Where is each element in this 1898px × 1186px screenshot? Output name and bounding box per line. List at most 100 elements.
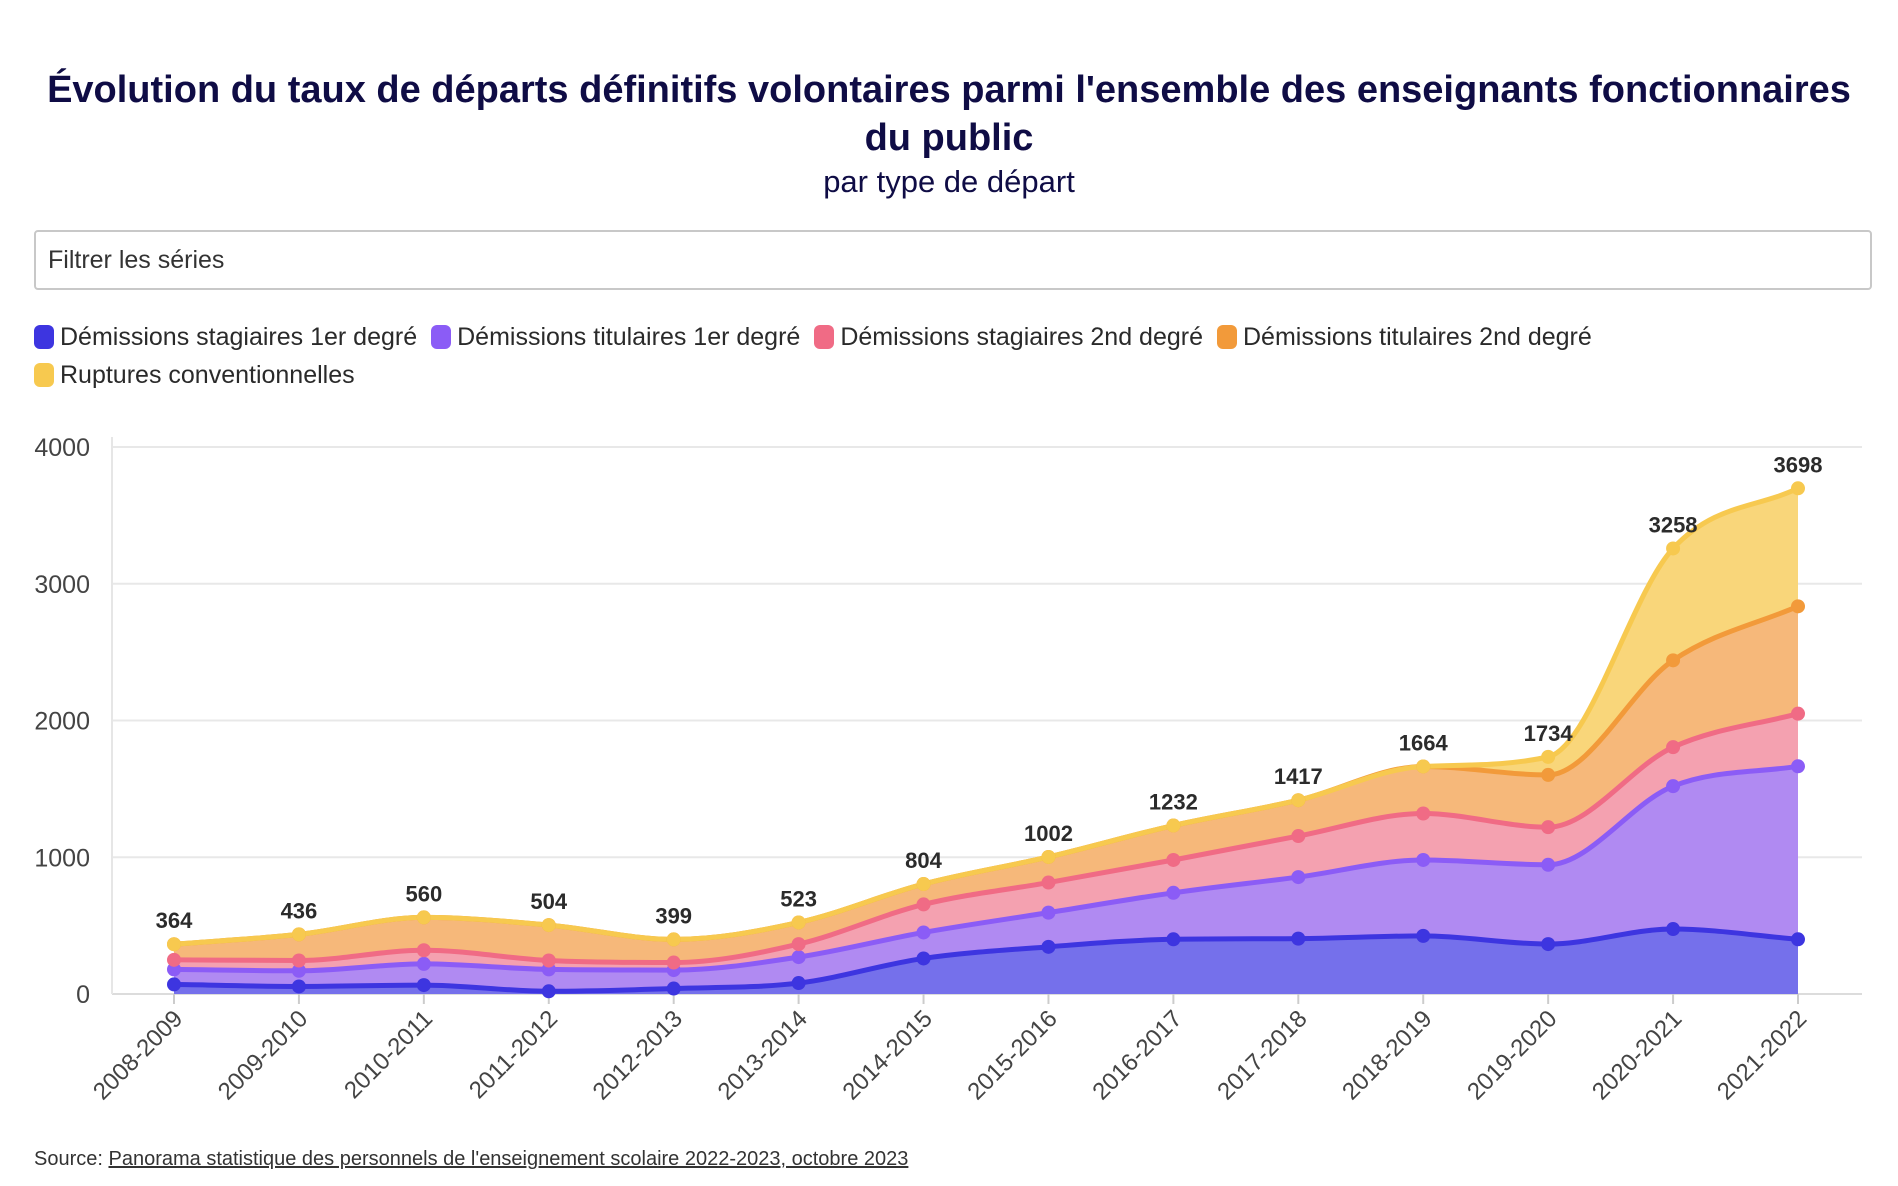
- point-ruptures-conventionnelles[interactable]: [1416, 759, 1431, 774]
- point-ruptures-conventionnelles[interactable]: [791, 915, 806, 930]
- point-ruptures-conventionnelles[interactable]: [1041, 849, 1056, 864]
- source-link[interactable]: Panorama statistique des personnels de l…: [108, 1148, 909, 1170]
- point-ruptures-conventionnelles[interactable]: [666, 932, 681, 947]
- legend-item-titulaires-1er-degre[interactable]: Démissions titulaires 1er degré: [431, 322, 800, 352]
- total-data-label: 560: [405, 881, 442, 906]
- legend-swatch-icon: [431, 325, 452, 349]
- total-data-label: 1734: [1524, 721, 1574, 746]
- legend-item-titulaires-2nd-degre[interactable]: Démissions titulaires 2nd degré: [1217, 322, 1592, 352]
- y-tick-label: 3000: [34, 571, 90, 599]
- chart-source: Source: Panorama statistique des personn…: [34, 1148, 908, 1171]
- point-stagiaires-1er-degre[interactable]: [1791, 932, 1805, 947]
- point-titulaires-1er-degre[interactable]: [416, 956, 431, 971]
- point-ruptures-conventionnelles[interactable]: [1666, 541, 1681, 556]
- point-titulaires-1er-degre[interactable]: [1791, 759, 1805, 774]
- point-stagiaires-2nd-degre[interactable]: [916, 897, 931, 912]
- legend-swatch-icon: [34, 363, 54, 387]
- total-data-label: 399: [655, 903, 692, 928]
- legend-label: Démissions stagiaires 1er degré: [60, 322, 418, 351]
- point-ruptures-conventionnelles[interactable]: [416, 910, 431, 925]
- legend-item-stagiaires-2nd-degre[interactable]: Démissions stagiaires 2nd degré: [814, 322, 1203, 352]
- point-stagiaires-1er-degre[interactable]: [916, 951, 931, 966]
- point-stagiaires-2nd-degre[interactable]: [167, 952, 181, 967]
- point-titulaires-1er-degre[interactable]: [1166, 885, 1181, 900]
- point-titulaires-2nd-degre[interactable]: [1791, 599, 1805, 614]
- x-tick-label: 2021-2022: [1712, 1005, 1812, 1105]
- point-stagiaires-2nd-degre[interactable]: [1041, 875, 1056, 890]
- point-ruptures-conventionnelles[interactable]: [916, 877, 931, 892]
- legend-swatch-icon: [1217, 325, 1237, 349]
- total-data-label: 523: [780, 886, 817, 911]
- point-titulaires-1er-degre[interactable]: [167, 962, 181, 977]
- point-stagiaires-2nd-degre[interactable]: [1166, 852, 1181, 867]
- point-ruptures-conventionnelles[interactable]: [541, 918, 556, 933]
- point-stagiaires-1er-degre[interactable]: [1666, 922, 1681, 937]
- point-titulaires-1er-degre[interactable]: [1541, 857, 1556, 872]
- total-data-label: 3258: [1649, 512, 1698, 537]
- point-stagiaires-2nd-degre[interactable]: [1666, 740, 1681, 755]
- point-stagiaires-1er-degre[interactable]: [1041, 939, 1056, 954]
- point-titulaires-1er-degre[interactable]: [1416, 852, 1431, 867]
- y-tick-label: 2000: [34, 708, 90, 736]
- point-stagiaires-2nd-degre[interactable]: [791, 937, 806, 952]
- point-ruptures-conventionnelles[interactable]: [167, 937, 181, 952]
- x-tick-label: 2017-2018: [1212, 1005, 1312, 1105]
- point-stagiaires-1er-degre[interactable]: [291, 979, 306, 994]
- x-tick-label: 2019-2020: [1462, 1005, 1562, 1105]
- point-ruptures-conventionnelles[interactable]: [1291, 793, 1306, 808]
- point-ruptures-conventionnelles[interactable]: [1166, 818, 1181, 833]
- point-titulaires-2nd-degre[interactable]: [1541, 767, 1556, 782]
- series-filter-box[interactable]: [34, 230, 1872, 290]
- point-stagiaires-2nd-degre[interactable]: [291, 953, 306, 968]
- y-tick-label: 4000: [34, 434, 90, 462]
- y-tick-label: 0: [76, 981, 90, 1009]
- point-stagiaires-1er-degre[interactable]: [791, 976, 806, 991]
- point-stagiaires-2nd-degre[interactable]: [1416, 806, 1431, 821]
- x-tick-label: 2008-2009: [88, 1005, 188, 1105]
- area-stagiaires-1er-degre: [174, 929, 1798, 994]
- chart-legend: Démissions stagiaires 1er degré Démissio…: [34, 322, 1734, 390]
- point-titulaires-1er-degre[interactable]: [791, 950, 806, 965]
- point-stagiaires-2nd-degre[interactable]: [541, 953, 556, 968]
- source-label: Source:: [34, 1148, 109, 1170]
- point-stagiaires-1er-degre[interactable]: [167, 977, 181, 992]
- legend-item-stagiaires-1er-degre[interactable]: Démissions stagiaires 1er degré: [34, 322, 417, 352]
- point-titulaires-1er-degre[interactable]: [916, 925, 931, 940]
- series-filter-input[interactable]: [36, 232, 1870, 288]
- point-ruptures-conventionnelles[interactable]: [291, 927, 306, 942]
- point-stagiaires-1er-degre[interactable]: [666, 981, 681, 996]
- point-stagiaires-2nd-degre[interactable]: [1541, 820, 1556, 835]
- total-data-label: 1664: [1399, 730, 1449, 755]
- point-titulaires-1er-degre[interactable]: [1666, 779, 1681, 794]
- point-stagiaires-1er-degre[interactable]: [541, 984, 556, 999]
- area-stagiaires-2nd-degre: [174, 713, 1798, 971]
- point-titulaires-1er-degre[interactable]: [291, 963, 306, 978]
- point-ruptures-conventionnelles[interactable]: [1791, 481, 1805, 496]
- point-stagiaires-1er-degre[interactable]: [1291, 931, 1306, 946]
- point-stagiaires-1er-degre[interactable]: [1541, 937, 1556, 952]
- point-stagiaires-2nd-degre[interactable]: [666, 955, 681, 970]
- total-data-label: 504: [530, 889, 567, 914]
- x-tick-label: 2018-2019: [1337, 1005, 1437, 1105]
- point-titulaires-2nd-degre[interactable]: [1666, 653, 1681, 668]
- point-stagiaires-2nd-degre[interactable]: [416, 943, 431, 958]
- x-tick-label: 2010-2011: [339, 1005, 438, 1104]
- point-titulaires-1er-degre[interactable]: [1041, 905, 1056, 920]
- line-ruptures-conventionnelles: [173, 486, 1800, 947]
- point-stagiaires-1er-degre[interactable]: [1166, 932, 1181, 947]
- point-stagiaires-1er-degre[interactable]: [416, 978, 431, 993]
- legend-item-ruptures-conventionnelles[interactable]: Ruptures conventionnelles: [34, 360, 355, 390]
- point-stagiaires-2nd-degre[interactable]: [1291, 829, 1306, 844]
- x-tick-label: 2014-2015: [838, 1005, 938, 1105]
- legend-label: Démissions titulaires 1er degré: [457, 322, 801, 351]
- point-stagiaires-2nd-degre[interactable]: [1791, 706, 1805, 721]
- point-titulaires-1er-degre[interactable]: [1291, 870, 1306, 885]
- point-stagiaires-1er-degre[interactable]: [1416, 928, 1431, 943]
- point-ruptures-conventionnelles[interactable]: [1541, 749, 1556, 764]
- chart-title: Évolution du taux de départs définitifs …: [47, 69, 1851, 159]
- line-stagiaires-1er-degre: [173, 926, 1799, 994]
- x-tick-label: 2013-2014: [713, 1005, 813, 1105]
- legend-swatch-icon: [814, 325, 835, 349]
- x-tick-label: 2020-2021: [1587, 1005, 1687, 1105]
